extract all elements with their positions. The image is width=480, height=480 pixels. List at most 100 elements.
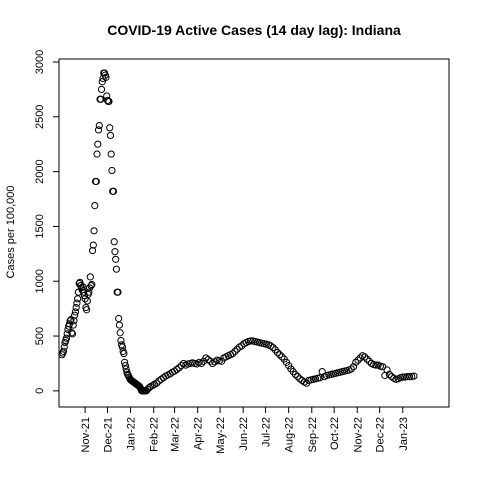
data-point	[403, 373, 411, 381]
x-tick-label: Nov-21	[80, 417, 92, 452]
data-point	[211, 358, 219, 366]
data-point	[149, 381, 157, 389]
data-point	[59, 347, 68, 355]
data-point	[72, 303, 80, 312]
data-point	[108, 166, 116, 175]
y-tick-label: 1000	[34, 269, 46, 293]
x-tick-label: Jul-22	[261, 417, 273, 447]
data-point	[354, 356, 362, 364]
data-point	[153, 379, 161, 387]
data-point	[97, 95, 105, 103]
x-tick-label: Aug-22	[284, 417, 296, 452]
x-tick-label: Jun-22	[238, 417, 250, 451]
data-point	[349, 363, 358, 371]
data-point	[89, 241, 97, 249]
data-point	[106, 124, 114, 132]
data-point	[121, 362, 129, 370]
data-point	[347, 365, 355, 373]
data-point	[94, 126, 103, 134]
x-tick-label: Mar-22	[170, 417, 182, 452]
data-point	[193, 360, 201, 368]
x-tick-label: Apr-22	[193, 417, 205, 450]
data-point	[276, 351, 284, 359]
data-point	[60, 343, 68, 351]
data-point	[115, 321, 124, 329]
data-point	[79, 283, 87, 291]
data-point	[93, 150, 101, 158]
y-axis: 0 500 1000 1500 2000 2500 3000	[34, 50, 60, 394]
data-point	[278, 353, 286, 361]
data-point	[88, 246, 97, 255]
data-point	[103, 96, 112, 104]
data-point	[410, 372, 418, 380]
data-point	[175, 364, 183, 372]
data-point	[107, 150, 115, 158]
data-point	[112, 255, 120, 263]
y-axis-label: Cases per 100,000	[5, 186, 17, 279]
x-tick-label: Nov-22	[352, 417, 364, 452]
data-point	[83, 306, 91, 314]
data-point	[352, 358, 360, 366]
data-point	[177, 362, 185, 370]
data-point	[105, 97, 113, 106]
x-tick-label: Jan-22	[126, 417, 138, 451]
y-tick-label: 500	[34, 327, 46, 345]
y-tick-label: 2500	[34, 105, 46, 129]
data-point	[294, 373, 302, 381]
data-point	[363, 355, 371, 363]
data-point	[97, 85, 106, 94]
data-point	[385, 370, 393, 378]
data-point	[106, 131, 115, 140]
data-point	[356, 354, 364, 362]
data-point	[179, 359, 188, 368]
data-point	[405, 373, 414, 381]
data-point	[95, 121, 103, 130]
data-point	[145, 383, 153, 392]
data-point	[94, 140, 102, 148]
data-point	[112, 265, 121, 273]
x-tick-label: Sep-22	[307, 417, 319, 452]
data-point	[80, 288, 88, 296]
data-point	[291, 370, 299, 378]
x-axis: Nov-21 Dec-21 Jan-22 Feb-22 Mar-22 Apr-22 May-…	[80, 406, 410, 454]
data-point	[116, 329, 124, 337]
x-tick-label: Dec-22	[375, 417, 387, 452]
data-point	[173, 365, 181, 374]
data-point	[69, 321, 77, 329]
data-point	[114, 288, 122, 296]
data-point	[90, 227, 98, 235]
x-tick-label: Dec-21	[102, 417, 114, 452]
data-point	[91, 202, 99, 210]
data-point	[109, 187, 118, 195]
data-point	[269, 343, 277, 352]
data-point	[372, 361, 380, 369]
x-tick-label: May-22	[215, 417, 227, 454]
y-tick-label: 3000	[34, 50, 46, 74]
data-point	[88, 280, 96, 289]
data-point	[110, 238, 118, 246]
data-point	[62, 334, 71, 342]
data-point	[383, 366, 391, 374]
data-point	[399, 373, 407, 381]
data-point	[197, 359, 206, 368]
data-point	[231, 347, 239, 355]
data-point	[102, 73, 110, 81]
data-point	[229, 349, 237, 358]
y-tick-label: 1500	[34, 214, 46, 238]
data-point	[68, 329, 76, 337]
data-point	[204, 356, 212, 364]
data-points	[58, 69, 418, 395]
data-point	[63, 330, 71, 338]
data-point	[92, 177, 100, 186]
chart-title: COVID-19 Active Cases (14 day lag): Indi…	[107, 22, 401, 38]
data-point	[118, 343, 127, 351]
data-point	[86, 273, 94, 281]
x-tick-label: Jan-23	[398, 417, 410, 451]
data-point	[316, 374, 324, 382]
data-point	[71, 308, 80, 316]
data-point	[117, 336, 125, 345]
data-point	[206, 357, 214, 365]
data-point	[111, 248, 119, 256]
